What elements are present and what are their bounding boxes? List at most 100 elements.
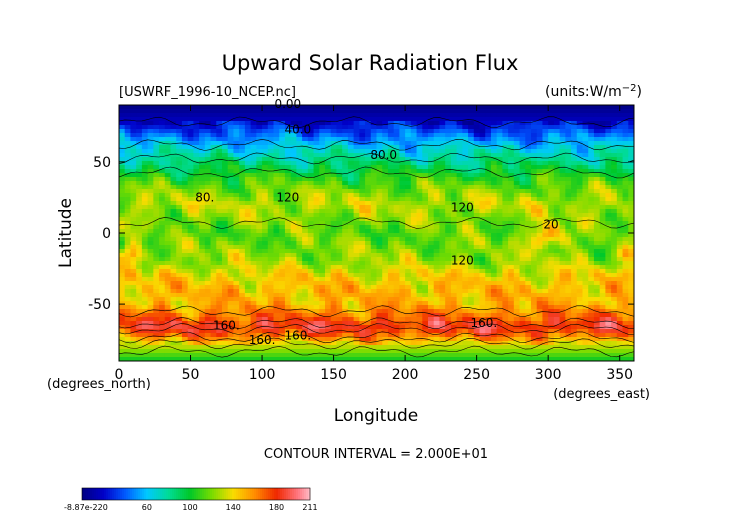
heatmap-cell [439,141,446,146]
heatmap-cell [176,121,183,126]
heatmap-cell [445,201,452,206]
heatmap-cell [181,229,189,234]
heatmap-cell [479,269,486,274]
heatmap-cell [399,293,406,298]
heatmap-cell [376,245,383,250]
heatmap-cell [468,261,475,266]
heatmap-cell [439,305,446,310]
heatmap-cell [296,169,303,174]
heatmap-cell [399,289,406,294]
heatmap-cell [342,321,349,326]
heatmap-cell [124,153,132,158]
heatmap-cell [553,321,561,326]
heatmap-cell [605,193,612,198]
heatmap-cell [445,257,452,262]
heatmap-cell [553,213,561,218]
heatmap-cell [307,277,315,282]
heatmap-cell [130,237,137,242]
heatmap-cell [473,193,481,198]
heatmap-cell [193,137,200,142]
heatmap-cell [428,257,435,262]
heatmap-cell [496,321,503,326]
heatmap-cell [330,221,338,226]
heatmap-cell [536,305,544,310]
heatmap-cell [210,113,217,118]
heatmap-cell [387,285,395,290]
heatmap-cell [227,157,235,162]
heatmap-cell [262,201,269,206]
heatmap-cell [284,129,292,134]
heatmap-cell [233,129,240,134]
heatmap-cell [536,273,544,278]
heatmap-cell [593,313,601,318]
heatmap-cell [119,177,126,182]
heatmap-cell [416,217,423,222]
heatmap-cell [181,173,189,178]
heatmap-cell [536,105,544,110]
heatmap-cell [445,149,452,154]
heatmap-cell [393,149,400,154]
heatmap-cell [170,221,177,226]
heatmap-cell [599,113,606,118]
heatmap-cell [565,133,572,138]
heatmap-cell [262,317,269,322]
heatmap-cell [542,253,549,258]
heatmap-cell [376,133,383,138]
heatmap-cell [359,189,366,194]
heatmap-cell [553,241,561,246]
heatmap-cell [130,321,137,326]
heatmap-cell [382,125,389,130]
heatmap-cell [496,161,503,166]
heatmap-cell [485,145,492,150]
heatmap-cell [531,177,538,182]
heatmap-cell [559,305,566,310]
heatmap-cell [525,277,532,282]
heatmap-cell [496,197,503,202]
heatmap-cell [290,217,297,222]
heatmap-cell [479,209,486,214]
heatmap-cell [187,197,194,202]
heatmap-cell [525,305,532,310]
heatmap-cell [399,249,406,254]
heatmap-cell [227,225,235,230]
heatmap-cell [576,193,584,198]
heatmap-cell [256,169,263,174]
heatmap-cell [187,325,194,330]
heatmap-cell [485,137,492,142]
heatmap-cell [244,161,252,166]
heatmap-cell [204,113,212,118]
heatmap-cell [193,225,200,230]
heatmap-cell [250,229,257,234]
heatmap-cell [199,109,206,114]
heatmap-cell [485,165,492,170]
heatmap-cell [284,233,292,238]
heatmap-cell [559,145,566,150]
heatmap-cell [336,113,343,118]
heatmap-cell [141,309,149,314]
heatmap-cell [296,293,303,298]
heatmap-cell [176,129,183,134]
heatmap-cell [468,165,475,170]
heatmap-cell [302,225,309,230]
heatmap-cell [405,169,412,174]
heatmap-cell [376,225,383,230]
heatmap-cell [370,217,378,222]
heatmap-cell [490,177,498,182]
heatmap-cell [193,261,200,266]
heatmap-cell [531,113,538,118]
heatmap-cell [244,201,252,206]
heatmap-cell [479,293,486,298]
heatmap-cell [382,253,389,258]
heatmap-cell [571,165,578,170]
heatmap-cell [422,125,429,130]
heatmap-cell [239,305,246,310]
heatmap-cell [439,281,446,286]
heatmap-cell [536,193,544,198]
heatmap-cell [136,137,143,142]
heatmap-cell [582,277,589,282]
heatmap-cell [536,169,544,174]
heatmap-cell [262,225,269,230]
heatmap-cell [342,173,349,178]
heatmap-cell [479,265,486,270]
heatmap-cell [536,269,544,274]
